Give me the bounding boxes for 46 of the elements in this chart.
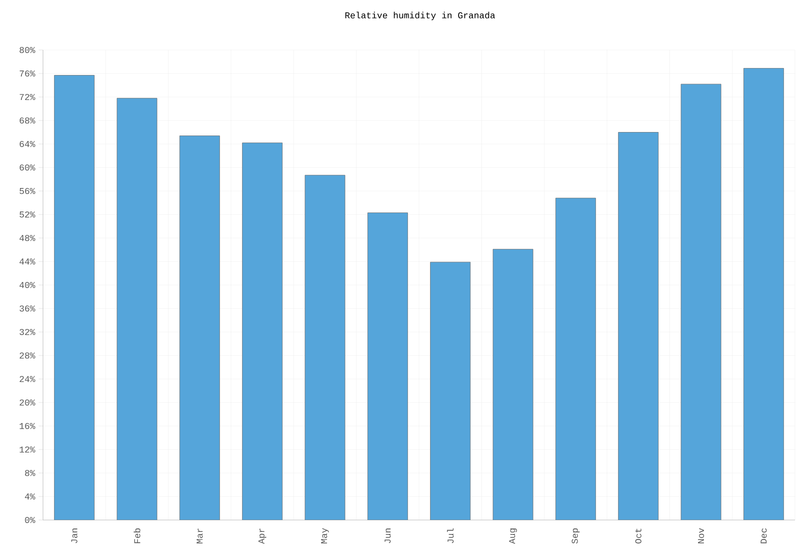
- bar: [54, 75, 95, 520]
- x-tick-label: May: [321, 528, 329, 544]
- y-tick-label: 36%: [20, 305, 36, 312]
- bar: [743, 68, 784, 520]
- x-tick-label: Nov: [698, 528, 704, 544]
- bar: [116, 98, 158, 520]
- y-tick-label: 60%: [20, 164, 36, 171]
- bar: [179, 136, 220, 520]
- y-tick-label: 56%: [20, 188, 36, 194]
- x-tick-label: Jun: [384, 528, 391, 544]
- y-tick-label: 72%: [20, 94, 36, 100]
- chart-title: Relative humidity in Granada: [345, 12, 496, 20]
- y-tick-label: 52%: [20, 211, 36, 218]
- y-tick-label: 68%: [20, 117, 36, 124]
- x-tick-label: Oct: [635, 528, 642, 544]
- y-tick-label: 12%: [20, 446, 36, 453]
- x-tick-label: Aug: [509, 528, 517, 544]
- bar: [367, 212, 408, 520]
- y-tick-label: 48%: [20, 234, 36, 242]
- bar: [242, 142, 283, 520]
- y-tick-label: 64%: [20, 140, 36, 148]
- bar: [430, 262, 471, 520]
- y-tick-label: 40%: [20, 282, 36, 288]
- y-tick-label: 20%: [20, 399, 36, 406]
- y-tick-label: 28%: [20, 352, 36, 359]
- bar: [618, 132, 659, 520]
- y-tick-label: 8%: [25, 470, 36, 476]
- y-tick-label: 76%: [20, 70, 36, 77]
- y-tick-label: 80%: [20, 46, 36, 54]
- bar: [492, 248, 534, 520]
- y-tick-label: 24%: [20, 376, 36, 382]
- x-tick-label: Mar: [196, 528, 203, 544]
- x-tick-label: Dec: [760, 528, 767, 544]
- y-tick-label: 0%: [25, 516, 36, 524]
- x-tick-label: Sep: [572, 528, 580, 544]
- y-tick-label: 4%: [24, 494, 36, 500]
- bar: [680, 84, 722, 520]
- x-tick-label: Apr: [258, 528, 266, 544]
- x-tick-label: Jan: [71, 528, 78, 544]
- y-tick-label: 16%: [20, 422, 36, 430]
- x-tick-label: Feb: [134, 528, 140, 544]
- bar: [304, 174, 346, 520]
- x-tick-label: Jul: [447, 528, 454, 544]
- y-tick-label: 44%: [20, 258, 36, 264]
- y-tick-label: 32%: [20, 328, 36, 336]
- bar: [555, 198, 596, 520]
